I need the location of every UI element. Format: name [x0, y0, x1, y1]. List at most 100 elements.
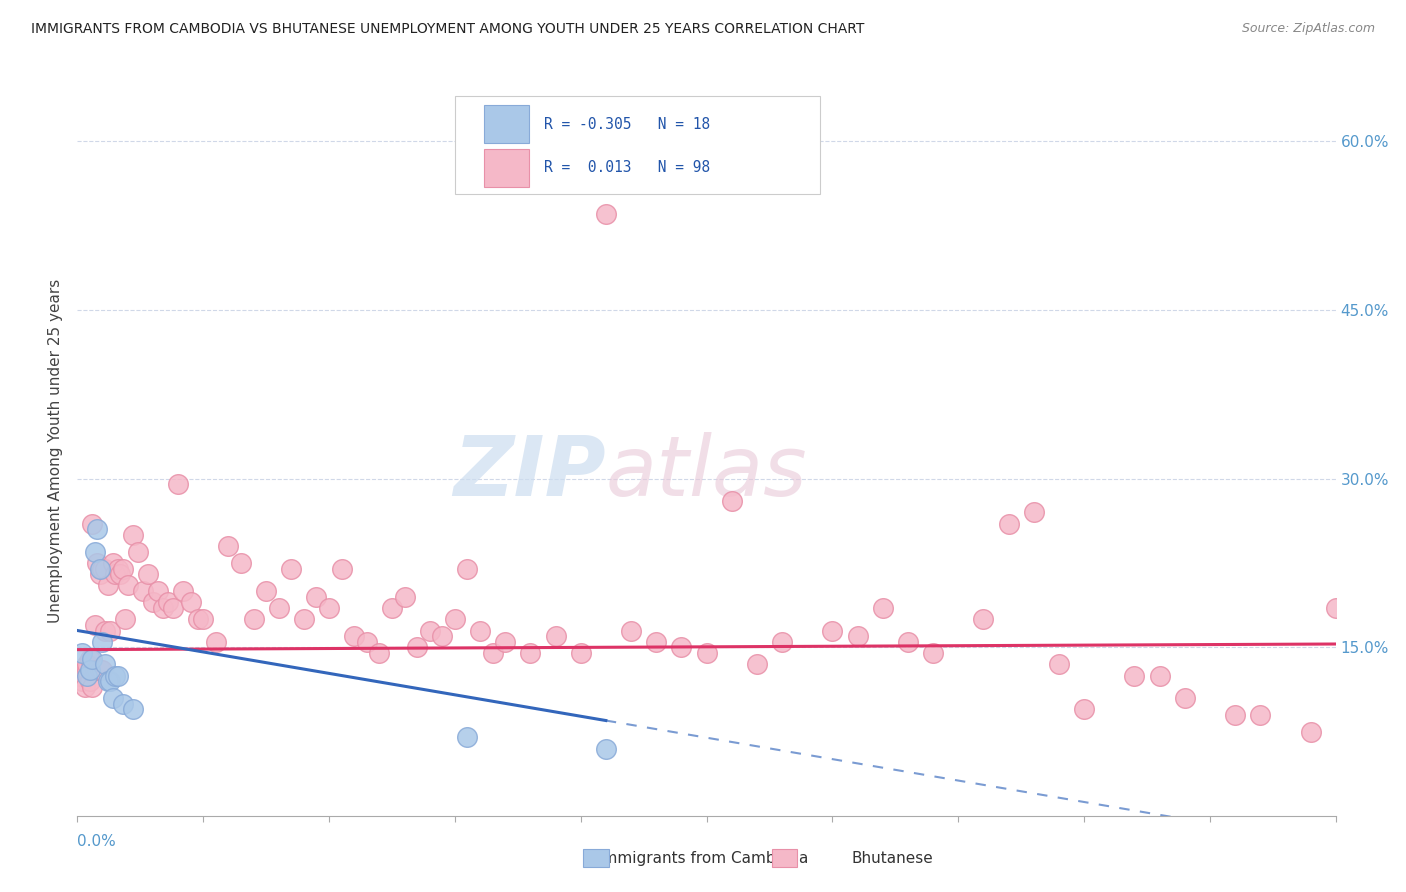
- Point: [191, 612, 215, 626]
- Point: [872, 601, 894, 615]
- Point: [104, 567, 127, 582]
- Point: [91, 634, 114, 648]
- Point: [1324, 601, 1347, 615]
- Text: Source: ZipAtlas.com: Source: ZipAtlas.com: [1241, 22, 1375, 36]
- Text: IMMIGRANTS FROM CAMBODIA VS BHUTANESE UNEMPLOYMENT AMONG YOUTH UNDER 25 YEARS CO: IMMIGRANTS FROM CAMBODIA VS BHUTANESE UN…: [31, 22, 865, 37]
- Point: [821, 624, 844, 638]
- Point: [620, 624, 643, 638]
- Point: [187, 612, 209, 626]
- Point: [595, 741, 617, 756]
- Point: [117, 578, 139, 592]
- FancyBboxPatch shape: [484, 105, 529, 143]
- Point: [111, 561, 134, 575]
- Point: [394, 590, 416, 604]
- Point: [1337, 292, 1360, 306]
- Point: [180, 595, 202, 609]
- Point: [519, 646, 541, 660]
- Point: [79, 674, 101, 689]
- Point: [595, 207, 617, 221]
- Point: [1022, 505, 1045, 519]
- Point: [69, 668, 91, 682]
- Point: [318, 601, 340, 615]
- Point: [142, 595, 165, 609]
- Point: [79, 651, 101, 665]
- Point: [770, 634, 793, 648]
- Point: [121, 702, 143, 716]
- Point: [121, 528, 143, 542]
- Point: [569, 646, 592, 660]
- Point: [108, 567, 131, 582]
- Y-axis label: Unemployment Among Youth under 25 years: Unemployment Among Youth under 25 years: [48, 278, 63, 623]
- Point: [481, 646, 503, 660]
- Text: Immigrants from Cambodia: Immigrants from Cambodia: [598, 851, 808, 865]
- Point: [846, 629, 869, 643]
- Point: [997, 516, 1019, 531]
- Point: [356, 634, 378, 648]
- Point: [343, 629, 366, 643]
- Point: [162, 601, 184, 615]
- Text: 0.0%: 0.0%: [77, 835, 117, 849]
- Point: [94, 657, 117, 672]
- Point: [217, 539, 239, 553]
- Point: [1299, 724, 1322, 739]
- Point: [432, 629, 454, 643]
- Point: [72, 646, 94, 660]
- Point: [922, 646, 945, 660]
- Point: [720, 494, 742, 508]
- Point: [156, 595, 179, 609]
- Point: [254, 584, 277, 599]
- Point: [305, 590, 328, 604]
- Point: [1223, 707, 1246, 722]
- Point: [76, 657, 98, 672]
- Point: [72, 674, 94, 689]
- Point: [107, 668, 129, 682]
- Point: [381, 601, 404, 615]
- Point: [84, 545, 107, 559]
- Point: [79, 663, 101, 677]
- Point: [101, 691, 124, 706]
- Point: [104, 668, 127, 682]
- Point: [1123, 668, 1146, 682]
- Point: [406, 640, 429, 655]
- Point: [972, 612, 994, 626]
- Point: [91, 663, 114, 677]
- Point: [172, 584, 194, 599]
- Point: [419, 624, 441, 638]
- Point: [229, 556, 252, 570]
- Point: [94, 624, 117, 638]
- Point: [494, 634, 516, 648]
- Point: [645, 634, 668, 648]
- Point: [127, 545, 149, 559]
- Point: [1073, 702, 1095, 716]
- Point: [82, 651, 104, 665]
- Point: [89, 567, 111, 582]
- Point: [745, 657, 768, 672]
- Point: [456, 561, 478, 575]
- Point: [98, 624, 121, 638]
- Point: [897, 634, 920, 648]
- Point: [280, 561, 302, 575]
- Point: [1375, 663, 1398, 677]
- Point: [89, 663, 111, 677]
- Point: [73, 680, 96, 694]
- Point: [330, 561, 353, 575]
- Point: [1249, 707, 1271, 722]
- Point: [671, 640, 693, 655]
- Point: [96, 578, 118, 592]
- Point: [242, 612, 264, 626]
- Point: [267, 601, 290, 615]
- Text: atlas: atlas: [606, 432, 807, 513]
- Point: [132, 584, 155, 599]
- Point: [1047, 657, 1070, 672]
- Point: [204, 634, 226, 648]
- Point: [84, 663, 107, 677]
- Point: [94, 561, 117, 575]
- Point: [136, 567, 159, 582]
- FancyBboxPatch shape: [484, 149, 529, 187]
- Text: Bhutanese: Bhutanese: [852, 851, 934, 865]
- Point: [1174, 691, 1197, 706]
- Text: R = -0.305   N = 18: R = -0.305 N = 18: [544, 117, 710, 131]
- Point: [368, 646, 391, 660]
- Point: [86, 522, 108, 536]
- FancyBboxPatch shape: [456, 95, 820, 194]
